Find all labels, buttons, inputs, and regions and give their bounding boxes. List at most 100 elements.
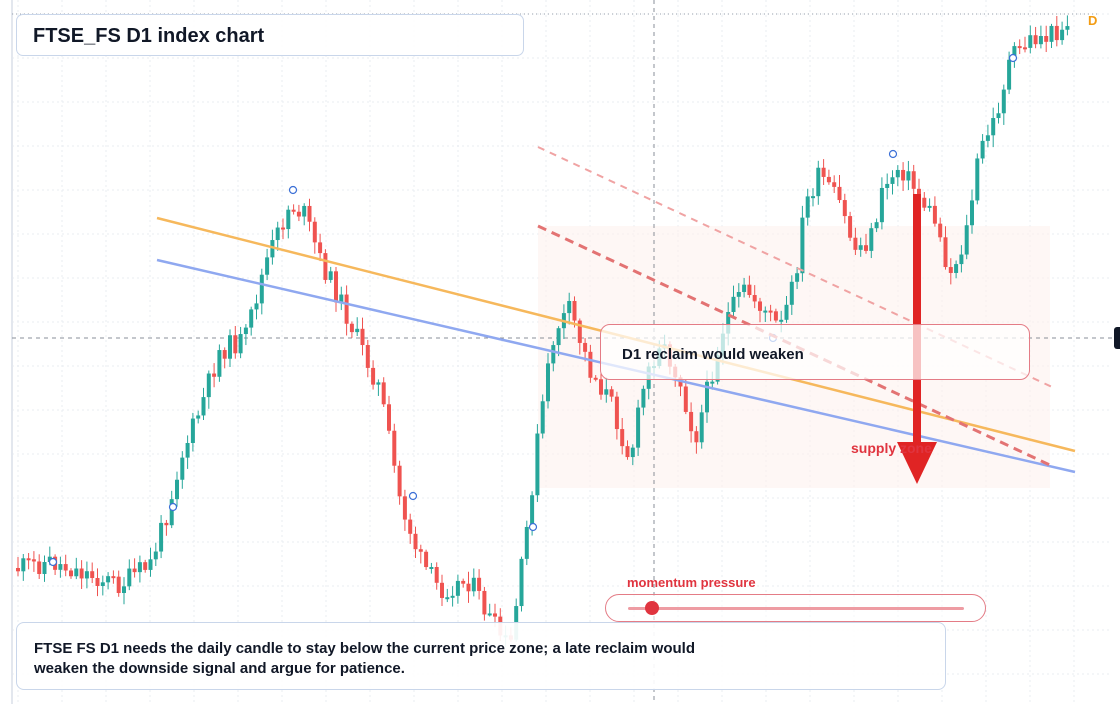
candle-body: [371, 367, 376, 385]
candle-body: [530, 495, 535, 527]
candle-body: [434, 567, 439, 583]
candle-body: [270, 240, 275, 258]
candle-body: [84, 571, 89, 579]
candle-body: [169, 499, 174, 526]
candle-body: [524, 526, 529, 559]
candle-body: [153, 551, 158, 560]
candle-body: [593, 377, 598, 380]
candle-body: [376, 382, 381, 385]
candle-body: [625, 446, 630, 458]
candle-body: [175, 479, 179, 500]
candle-body: [816, 167, 821, 197]
candle-body: [69, 570, 73, 577]
candle-body: [122, 586, 126, 594]
analysis-note-text: FTSE FS D1 needs the daily candle to sta…: [34, 640, 696, 677]
candle-body: [911, 171, 916, 189]
candle-body: [540, 401, 545, 434]
candle-body: [922, 197, 927, 208]
candle-body: [1023, 47, 1027, 50]
candle-body: [381, 382, 386, 405]
candle-body: [890, 177, 895, 184]
candle-body: [90, 571, 95, 579]
down-arrow-icon: [897, 442, 937, 484]
candle-body: [758, 301, 762, 311]
candle-body: [482, 590, 487, 615]
candle-body: [975, 158, 980, 201]
candle-body: [334, 271, 338, 303]
candle-body: [47, 556, 52, 563]
candle-body: [535, 433, 540, 496]
candle-body: [1044, 36, 1049, 42]
candle-body: [567, 300, 572, 314]
candle-body: [800, 217, 805, 274]
momentum-knob[interactable]: [644, 601, 659, 615]
candle-body: [938, 223, 943, 238]
candle-body: [408, 519, 413, 534]
candle-body: [1065, 26, 1070, 30]
candle-body: [705, 381, 709, 413]
timeframe-badge[interactable]: D: [1088, 13, 1098, 28]
candle-body: [392, 430, 397, 466]
candle-body: [842, 200, 847, 217]
candle-body: [143, 562, 148, 570]
candle-body: [1017, 46, 1022, 49]
candle-body: [779, 319, 784, 322]
candle-body: [461, 580, 466, 584]
candle-body: [768, 310, 773, 313]
candle-body: [281, 227, 285, 230]
candle-body: [614, 396, 619, 430]
candle-body: [132, 568, 137, 573]
candle-body: [736, 292, 741, 297]
candle-body: [429, 567, 434, 570]
candle-body: [742, 284, 747, 293]
candle-body: [583, 342, 588, 352]
candle-body: [418, 549, 423, 552]
candle-body: [943, 237, 948, 268]
candle-body: [551, 345, 556, 364]
candle-body: [630, 447, 635, 458]
candle-body: [37, 561, 42, 574]
candle-body: [848, 216, 853, 238]
momentum-track[interactable]: [628, 607, 964, 610]
momentum-label: momentum pressure: [627, 575, 756, 590]
candle-body: [927, 205, 932, 208]
candle-body: [212, 373, 217, 377]
candle-body: [307, 205, 312, 222]
candle-body: [106, 576, 111, 583]
candle-body: [726, 312, 731, 334]
candle-body: [1001, 89, 1006, 114]
candle-body: [784, 304, 789, 320]
candle-body: [185, 443, 190, 458]
candle-body: [286, 209, 291, 230]
candle-body: [636, 407, 641, 448]
candle-body: [1007, 59, 1012, 90]
candle-body: [228, 335, 232, 359]
candle-body: [127, 568, 132, 587]
candle-body: [588, 351, 593, 378]
candle-body: [296, 211, 301, 217]
candle-body: [1028, 35, 1033, 48]
candle-body: [323, 253, 328, 280]
candle-body: [159, 522, 164, 552]
candle-body: [455, 580, 460, 596]
candle-body: [339, 294, 344, 303]
event-marker: [528, 522, 538, 532]
candle-body: [16, 568, 20, 572]
candle-body: [291, 209, 296, 212]
candle-body: [21, 558, 26, 572]
candle-body: [148, 559, 153, 570]
candle-body: [577, 320, 582, 343]
candle-body: [689, 411, 694, 432]
candle-body: [858, 245, 863, 250]
candle-body: [100, 582, 105, 586]
chart-title: FTSE_FS D1 index chart: [33, 25, 265, 47]
candle-body: [964, 225, 969, 255]
candle-body: [731, 296, 736, 313]
candle-body: [440, 582, 444, 598]
candle-body: [752, 295, 757, 302]
candle-body: [572, 300, 577, 321]
price-scale-marker[interactable]: [1114, 327, 1120, 349]
momentum-slider[interactable]: [605, 594, 986, 622]
candle-body: [1033, 35, 1038, 45]
